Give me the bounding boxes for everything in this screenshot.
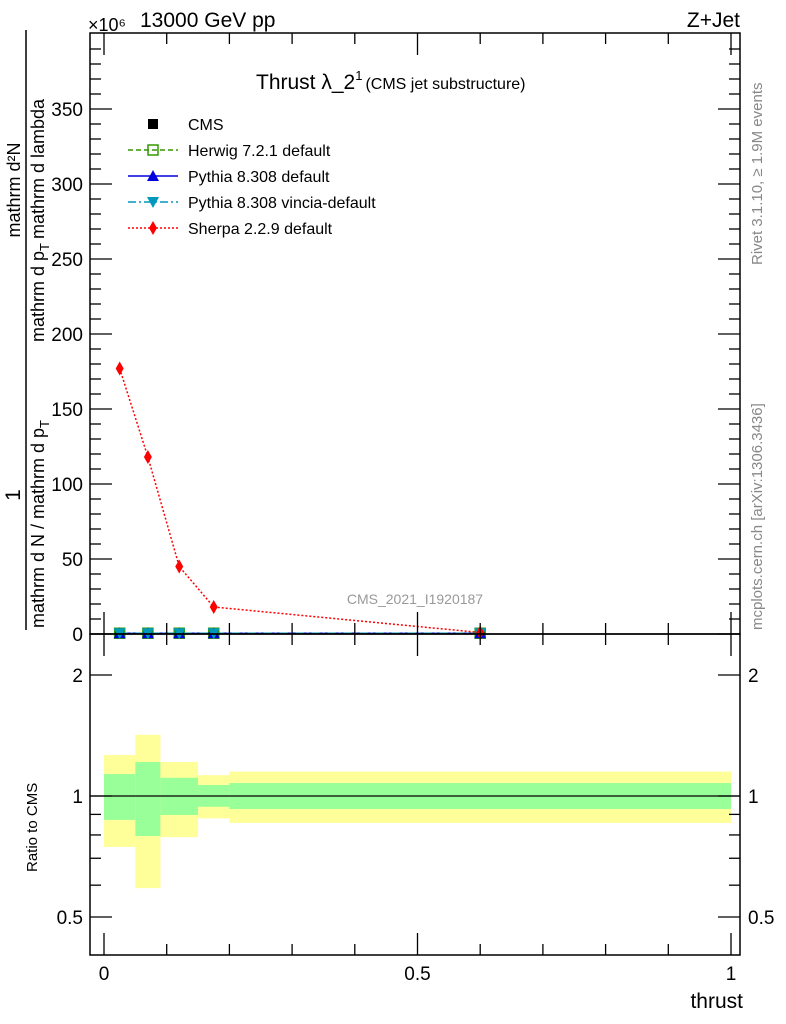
ratio-band-inner	[104, 774, 136, 820]
legend: CMS Herwig 7.2.1 default Pythia 8.308 defa…	[128, 117, 376, 238]
ratio-y-label: Ratio to CMS	[24, 783, 41, 872]
series-sherpa-2-2-9-default-point	[115, 361, 124, 376]
ratio-y-tick-label: 2	[72, 666, 83, 687]
series-sherpa-2-2-9-default-point	[143, 450, 152, 464]
legend-marker	[147, 170, 159, 181]
y-tick-label: 0	[72, 625, 83, 646]
y-tick-label: 200	[51, 325, 83, 346]
y-tick-label: 150	[51, 400, 83, 421]
y-label-one: 1	[2, 489, 25, 501]
y-exponent: ×10⁶	[88, 15, 126, 35]
y-tick-label: 350	[51, 100, 83, 121]
x-axis-label: thrust	[690, 990, 743, 1013]
legend-label: Pythia 8.308 default	[188, 169, 330, 186]
chart-title: Thrust λ_21(CMS jet substructure)	[256, 68, 526, 94]
watermark: CMS_2021_I1920187	[347, 591, 483, 607]
legend-marker	[147, 197, 159, 208]
y-label-inner-den: mathrm d pTmathrm d lambda	[28, 98, 52, 342]
x-tick-label: 0.5	[404, 964, 430, 985]
y-tick-label: 300	[51, 175, 83, 196]
ratio-y-tick-label-right: 2	[748, 666, 759, 687]
legend-marker	[148, 119, 158, 129]
ratio-y-tick-label-right: 0.5	[748, 908, 774, 929]
y-tick-label: 50	[62, 550, 83, 571]
ratio-y-tick-label: 1	[72, 787, 83, 808]
header-left: 13000 GeV pp	[140, 9, 275, 32]
ratio-y-tick-label-right: 1	[748, 787, 759, 808]
y-label-outer-den: mathrm d N / mathrm d pT	[28, 420, 52, 628]
series-sherpa-2-2-9-default-point	[175, 559, 184, 574]
legend-label: Herwig 7.2.1 default	[188, 143, 331, 160]
y-tick-label: 250	[51, 250, 83, 271]
legend-label: Sherpa 2.2.9 default	[188, 221, 333, 238]
legend-marker	[147, 144, 159, 156]
rivet-label: Rivet 3.1.10, ≥ 1.9M events	[749, 83, 766, 266]
axis-ticks: 0 50 100 150 200 250 300 350 0 0.5 1 0.5 0.5 1 1 2 2	[51, 33, 774, 985]
y-tick-label: 100	[51, 475, 83, 496]
ratio-band-inner	[135, 762, 161, 837]
series-sherpa-2-2-9-default-point	[209, 600, 218, 614]
main-y-label: 1 mathrm d N / mathrm d pT mathrm d²N ma…	[2, 30, 52, 630]
mcplots-label: mcplots.cern.ch [arXiv:1306.3436]	[749, 403, 766, 630]
ratio-bands	[90, 734, 740, 889]
legend-label: CMS	[188, 117, 224, 134]
x-tick-label: 1	[726, 964, 737, 985]
ratio-frame	[89, 633, 741, 956]
legend-label: Pythia 8.308 vincia-default	[188, 195, 376, 212]
series-sherpa-2-2-9-default-line	[118, 368, 481, 634]
ratio-y-tick-label: 0.5	[57, 908, 83, 929]
x-tick-label: 0	[99, 964, 110, 985]
y-label-inner-num: mathrm d²N	[4, 142, 24, 237]
header-right: Z+Jet	[687, 9, 740, 32]
legend-marker	[149, 221, 157, 235]
